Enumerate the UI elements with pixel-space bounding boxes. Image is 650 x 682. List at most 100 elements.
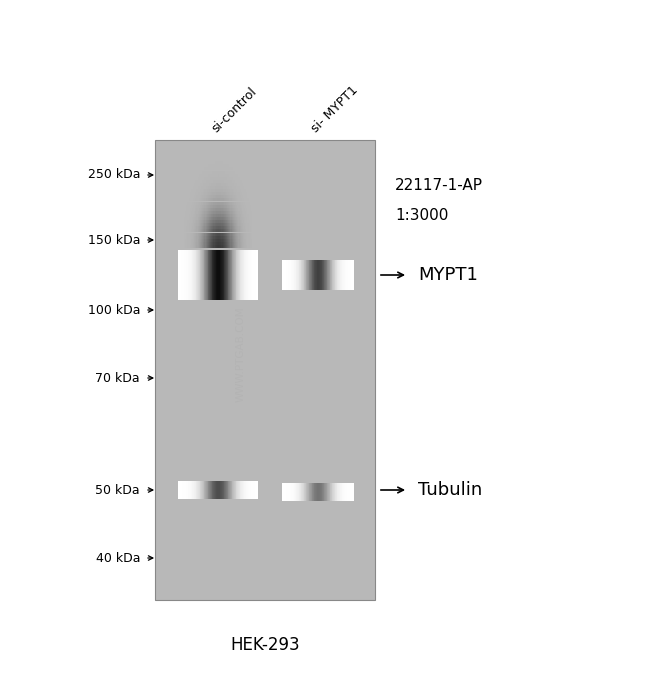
Bar — [239, 170, 240, 174]
Bar — [245, 186, 246, 189]
Bar — [208, 233, 209, 235]
Bar — [207, 217, 208, 220]
Bar — [194, 226, 196, 229]
Bar — [239, 481, 240, 499]
Bar — [219, 174, 220, 177]
Bar — [198, 161, 199, 164]
Bar — [184, 158, 185, 161]
Bar — [224, 217, 225, 220]
Bar — [226, 177, 227, 180]
Bar — [211, 250, 212, 300]
Bar — [243, 161, 244, 164]
Bar — [243, 208, 244, 211]
Bar — [237, 223, 239, 226]
Bar — [218, 208, 219, 211]
Bar — [190, 195, 191, 198]
Bar — [237, 245, 239, 248]
Bar — [211, 195, 213, 198]
Bar — [188, 211, 190, 214]
Bar — [205, 217, 207, 220]
Bar — [216, 170, 217, 174]
Bar — [187, 481, 188, 499]
Bar — [227, 205, 228, 208]
Bar — [193, 239, 194, 242]
Bar — [242, 155, 243, 158]
Bar — [194, 180, 196, 183]
Bar — [222, 226, 224, 229]
Bar — [231, 481, 233, 499]
Bar — [320, 260, 321, 290]
Bar — [192, 208, 193, 211]
Bar — [210, 170, 211, 174]
Bar — [199, 245, 200, 248]
Bar — [341, 483, 342, 501]
Bar — [250, 242, 251, 245]
Bar — [202, 161, 203, 164]
Bar — [191, 242, 192, 245]
Bar — [243, 189, 244, 192]
Bar — [204, 201, 205, 205]
Bar — [200, 250, 202, 300]
Bar — [184, 205, 185, 208]
Bar — [204, 223, 205, 226]
Bar — [231, 229, 233, 233]
Bar — [239, 245, 240, 248]
Bar — [246, 189, 248, 192]
Bar — [207, 170, 208, 174]
Bar — [200, 245, 201, 248]
Bar — [231, 220, 233, 223]
Bar — [194, 239, 196, 242]
Bar — [332, 260, 333, 290]
Bar — [204, 174, 205, 177]
Bar — [200, 217, 201, 220]
Bar — [199, 226, 200, 229]
Bar — [218, 192, 219, 195]
Bar — [190, 177, 191, 180]
Bar — [227, 174, 228, 177]
Bar — [218, 229, 219, 233]
Bar — [191, 481, 192, 499]
Bar — [191, 161, 192, 164]
Bar — [198, 217, 199, 220]
Bar — [246, 242, 248, 245]
Bar — [222, 214, 224, 217]
Bar — [214, 214, 216, 217]
Bar — [248, 164, 250, 167]
Bar — [250, 189, 251, 192]
Bar — [223, 481, 224, 499]
Bar — [214, 180, 216, 183]
Bar — [237, 161, 239, 164]
Bar — [346, 260, 347, 290]
Bar — [211, 233, 213, 235]
Bar — [224, 195, 225, 198]
Bar — [248, 155, 250, 158]
Bar — [329, 260, 330, 290]
Bar — [205, 164, 207, 167]
Bar — [194, 250, 195, 300]
Bar — [244, 183, 245, 186]
Bar — [216, 235, 217, 239]
Bar — [229, 155, 231, 158]
Bar — [190, 164, 191, 167]
Bar — [246, 250, 247, 300]
Bar — [199, 174, 200, 177]
Bar — [237, 164, 239, 167]
Bar — [219, 239, 220, 242]
Bar — [185, 242, 187, 245]
Bar — [243, 167, 244, 170]
Bar — [220, 158, 222, 161]
Bar — [198, 174, 199, 177]
Bar — [200, 239, 201, 242]
Bar — [248, 174, 250, 177]
Bar — [246, 198, 248, 201]
Bar — [181, 481, 182, 499]
Bar — [222, 235, 224, 239]
Bar — [211, 242, 213, 245]
Bar — [229, 481, 230, 499]
Bar — [229, 195, 231, 198]
Bar — [214, 164, 216, 167]
Bar — [224, 192, 225, 195]
Bar — [226, 167, 227, 170]
Bar — [211, 164, 213, 167]
Bar — [200, 235, 201, 239]
